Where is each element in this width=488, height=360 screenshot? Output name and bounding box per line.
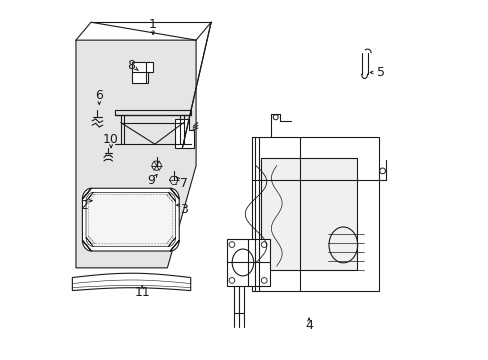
Text: 3: 3 xyxy=(180,203,188,216)
Text: 1: 1 xyxy=(149,18,157,31)
Text: 8: 8 xyxy=(127,59,135,72)
Polygon shape xyxy=(174,119,194,148)
Polygon shape xyxy=(260,158,357,270)
Text: 2: 2 xyxy=(80,199,88,212)
Text: 4: 4 xyxy=(305,319,312,332)
Text: 7: 7 xyxy=(179,177,187,190)
Polygon shape xyxy=(86,193,175,246)
Polygon shape xyxy=(82,188,179,251)
Polygon shape xyxy=(251,137,378,291)
Text: 9: 9 xyxy=(147,174,155,187)
Polygon shape xyxy=(72,273,190,291)
Polygon shape xyxy=(76,40,196,268)
Text: 11: 11 xyxy=(134,287,150,300)
Text: 5: 5 xyxy=(376,66,384,79)
Polygon shape xyxy=(226,239,269,286)
Text: 10: 10 xyxy=(103,133,119,146)
Text: 6: 6 xyxy=(95,89,103,102)
Polygon shape xyxy=(131,62,153,83)
